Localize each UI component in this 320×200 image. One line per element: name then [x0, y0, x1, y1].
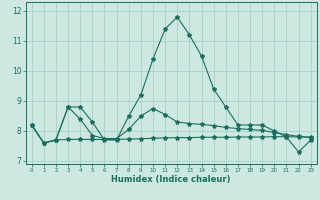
- X-axis label: Humidex (Indice chaleur): Humidex (Indice chaleur): [111, 175, 231, 184]
